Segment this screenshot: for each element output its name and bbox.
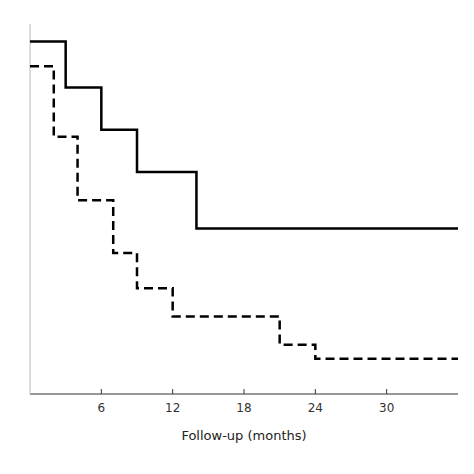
- series-line: [30, 66, 458, 358]
- x-tick-label: 18: [236, 401, 251, 415]
- x-axis-label: Follow-up (months): [181, 428, 306, 443]
- chart-container: 6 12 18 24 30 Follow-up (months): [0, 0, 474, 474]
- chart: 6 12 18 24 30 Follow-up (months): [0, 0, 474, 474]
- x-tick: [172, 389, 173, 394]
- y-axis-line: [30, 24, 31, 394]
- x-tick: [315, 389, 316, 394]
- x-tick: [386, 389, 387, 394]
- axes: 6 12 18 24 30: [30, 24, 458, 415]
- x-tick-label: 30: [379, 401, 394, 415]
- plot-area: [30, 42, 458, 359]
- x-tick: [244, 389, 245, 394]
- x-tick-label: 12: [165, 401, 180, 415]
- x-tick-label: 6: [98, 401, 106, 415]
- x-tick: [101, 389, 102, 394]
- x-tick-label: 24: [308, 401, 323, 415]
